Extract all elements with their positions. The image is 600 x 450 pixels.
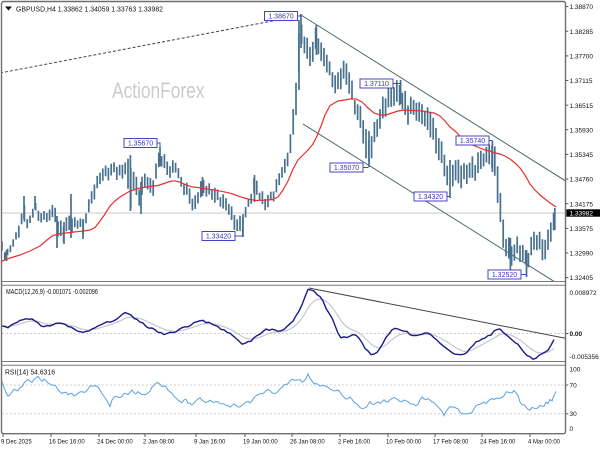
svg-text:RSI(14) 54.6316: RSI(14) 54.6316 <box>5 370 55 377</box>
svg-text:100: 100 <box>570 367 581 374</box>
svg-text:9 Dec 2025: 9 Dec 2025 <box>1 440 32 446</box>
svg-text:1.34320: 1.34320 <box>418 194 443 201</box>
svg-text:17 Feb 08:00: 17 Feb 08:00 <box>433 440 469 446</box>
svg-text:1.35930: 1.35930 <box>570 127 594 134</box>
svg-text:1.38670: 1.38670 <box>268 14 293 21</box>
svg-text:1.35670: 1.35670 <box>128 141 153 148</box>
svg-text:70: 70 <box>570 382 578 389</box>
svg-text:4 Mar 00:00: 4 Mar 00:00 <box>528 440 561 446</box>
svg-text:1.37700: 1.37700 <box>570 54 594 61</box>
svg-text:1.35070: 1.35070 <box>334 165 359 172</box>
svg-text:0: 0 <box>570 426 574 433</box>
svg-text:1.34760: 1.34760 <box>570 177 594 184</box>
svg-text:1.35740: 1.35740 <box>460 138 485 145</box>
svg-text:1.35345: 1.35345 <box>570 152 594 159</box>
svg-text:1.32990: 1.32990 <box>570 251 594 258</box>
svg-text:1.33420: 1.33420 <box>206 234 231 241</box>
svg-text:19 Jan 00:00: 19 Jan 00:00 <box>243 440 278 446</box>
svg-text:2 Feb 16:00: 2 Feb 16:00 <box>338 440 371 446</box>
svg-text:1.34175: 1.34175 <box>570 201 594 208</box>
svg-text:1.37110: 1.37110 <box>364 81 389 88</box>
svg-text:30: 30 <box>570 411 578 418</box>
svg-text:MACD(12,26,9) -0.001071 -0.002: MACD(12,26,9) -0.001071 -0.002096 <box>6 289 98 296</box>
svg-text:1.36515: 1.36515 <box>570 103 594 110</box>
svg-text:26 Jan 08:00: 26 Jan 08:00 <box>290 440 325 446</box>
svg-text:1.32520: 1.32520 <box>492 272 517 279</box>
svg-text:-0.005356: -0.005356 <box>570 354 600 361</box>
svg-text:1.33575: 1.33575 <box>570 226 594 233</box>
svg-text:1.32405: 1.32405 <box>570 275 594 282</box>
svg-text:ActionForex: ActionForex <box>112 78 205 103</box>
svg-text:1.38870: 1.38870 <box>570 4 594 11</box>
svg-text:24 Feb 16:00: 24 Feb 16:00 <box>480 440 516 446</box>
svg-text:24 Dec 00:00: 24 Dec 00:00 <box>97 440 133 446</box>
svg-text:2 Jan 08:00: 2 Jan 08:00 <box>143 440 175 446</box>
svg-text:10 Feb 00:00: 10 Feb 00:00 <box>386 440 422 446</box>
svg-text:1.37115: 1.37115 <box>570 78 593 85</box>
svg-text:GBPUSD,H4 1.33862 1.34059 1.3: GBPUSD,H4 1.33862 1.34059 1.33763 1.3398… <box>16 7 163 14</box>
svg-text:1.38285: 1.38285 <box>570 29 594 36</box>
svg-text:0.008972: 0.008972 <box>570 290 597 297</box>
svg-text:0.00: 0.00 <box>570 331 583 338</box>
svg-text:16 Dec 16:00: 16 Dec 16:00 <box>49 440 85 446</box>
svg-text:9 Jan 16:00: 9 Jan 16:00 <box>194 440 226 446</box>
svg-text:1.33982: 1.33982 <box>570 210 594 217</box>
